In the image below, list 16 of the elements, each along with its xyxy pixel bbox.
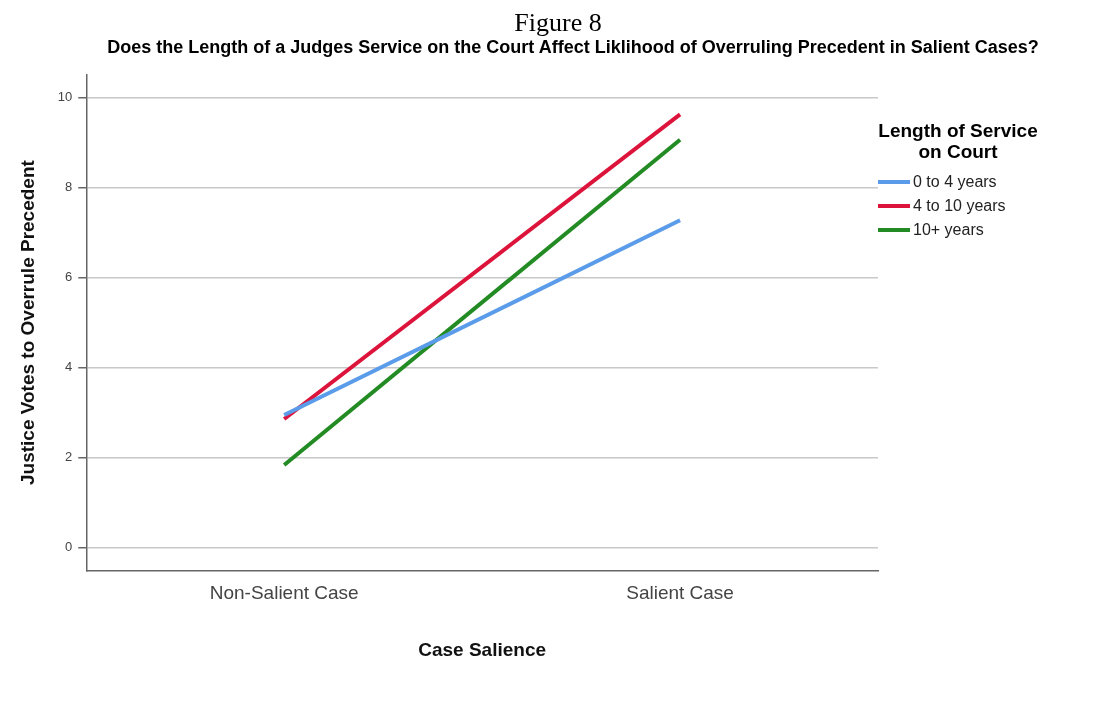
y-tick-label: 6 bbox=[65, 269, 73, 285]
caption: Figure 8 bbox=[513, 8, 603, 38]
legend-title: Length of Service on Court bbox=[878, 120, 1038, 162]
x-tick-label: Salient Case bbox=[626, 582, 734, 604]
legend-label: 4 to 10 years bbox=[913, 197, 1006, 215]
x-axis-title: Case Salience bbox=[418, 638, 547, 660]
x-tick-label: Non-Salient Case bbox=[209, 582, 359, 604]
y-tick-label: 10 bbox=[57, 88, 73, 104]
legend-label: 10+ years bbox=[913, 221, 984, 239]
y-tick-label: 4 bbox=[65, 359, 73, 375]
chart-title: Does the Length of a Judges Service on the Court Affect Liklihood of Overruling Precedent in Salient Cases? bbox=[106, 37, 1040, 57]
y-tick-label: 8 bbox=[65, 179, 73, 195]
legend-label: 0 to 4 years bbox=[913, 173, 997, 191]
y-axis-title: Justice Votes to Overrule Precedent bbox=[16, 159, 38, 486]
y-tick-label: 2 bbox=[65, 449, 73, 465]
y-tick-label: 0 bbox=[65, 539, 73, 555]
